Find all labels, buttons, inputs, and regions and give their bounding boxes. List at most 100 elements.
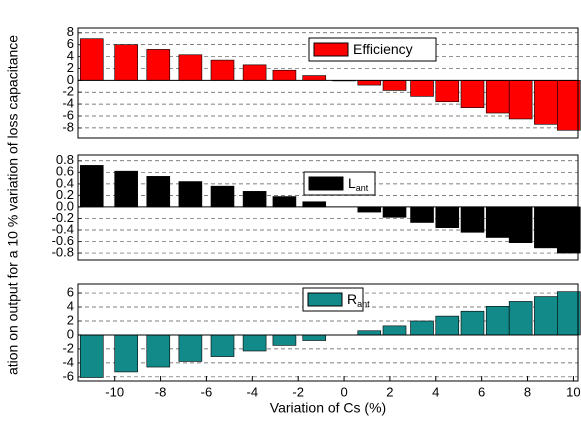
bar [302,201,327,208]
legend-label: Lant [348,175,369,194]
bar [178,334,203,362]
bar [435,315,460,336]
bar [146,49,171,81]
bar [382,206,407,218]
bar [485,306,510,336]
bar [242,64,267,81]
x-tick-label: 0 [340,384,347,399]
bar [357,206,382,213]
x-tick-label: -8 [155,384,167,399]
bar [114,170,138,208]
bar [114,44,138,81]
bar [382,325,407,336]
y-tick-label: 0 [67,72,74,87]
y-tick-label: 4 [67,48,74,63]
y-tick-label: -2 [62,84,74,99]
y-tick-label: -4 [62,96,74,111]
y-tick-label: -6 [62,368,74,383]
y-tick-label: 0.0 [56,198,74,213]
bar [242,334,267,352]
bar [210,185,235,208]
bar [410,80,434,97]
y-tick-label: -0.4 [52,221,74,236]
bar [460,310,485,336]
bar [79,165,104,208]
x-tick-label: -6 [201,384,213,399]
bar [557,291,581,336]
bar [242,191,267,208]
plot-frame [77,154,579,261]
bar [178,181,203,208]
y-tick-label: -0.2 [52,210,74,225]
legend-swatch [313,42,349,57]
y-tick-label: 0 [67,326,74,341]
y-axis-label: ation on output for a 10 % variation of … [5,35,21,375]
bar [357,330,382,336]
legend-text: L [348,175,356,191]
bar [410,206,434,223]
bar [178,54,203,81]
legend-swatch [308,176,344,191]
bar [302,75,327,81]
x-tick-label: -2 [292,384,304,399]
bar [357,80,382,86]
bar [410,320,434,336]
bar [485,80,510,114]
y-tick-label: 8 [67,24,74,39]
bar [146,334,171,368]
y-tick-label: -0.6 [52,233,74,248]
bar [557,206,581,254]
x-tick-label: 6 [478,384,485,399]
y-tick-label: -0.8 [52,245,74,260]
y-tick-label: -6 [62,107,74,122]
x-tick-label: 2 [386,384,393,399]
bar [435,80,460,103]
x-tick-label: 10 [566,384,580,399]
bar [79,38,104,81]
x-tick-label: -10 [105,384,124,399]
bar [460,80,485,108]
legend-label: Efficiency [353,41,413,57]
y-tick-label: -8 [62,119,74,134]
bar [508,301,533,336]
legend-text: R [347,291,357,307]
bar [272,334,297,346]
y-tick-label: 0.2 [56,187,74,202]
y-tick-label: 2 [67,60,74,75]
bar [382,80,407,91]
bar [508,80,533,120]
y-tick-label: 4 [67,298,74,313]
x-tick-label: 8 [524,384,531,399]
y-tick-label: -2 [62,340,74,355]
legend-subscript: ant [356,183,369,193]
bar [508,206,533,243]
bar [485,206,510,238]
bar [460,206,485,233]
bar [272,196,297,208]
x-axis-label: Variation of Cs (%) [270,400,386,416]
bar [557,80,581,131]
legend-label: Rant [347,291,370,310]
bar [79,334,104,378]
bar [534,206,558,249]
y-tick-label: -4 [62,354,74,369]
y-tick-label: 0.6 [56,164,74,179]
plot-frame [77,27,579,139]
y-tick-label: 0.8 [56,152,74,167]
x-tick-label: 4 [432,384,439,399]
bar [534,80,558,125]
bar [435,206,460,228]
y-tick-label: 6 [67,36,74,51]
legend-text: Efficiency [353,41,413,57]
bar [210,59,235,81]
x-tick-label: -4 [247,384,259,399]
bar [534,296,558,336]
y-tick-label: 6 [67,285,74,300]
bar [272,69,297,81]
legend-subscript: ant [357,299,370,309]
bar [210,334,235,357]
bar [114,334,138,373]
bar [146,176,171,208]
y-tick-label: 0.4 [56,175,74,190]
